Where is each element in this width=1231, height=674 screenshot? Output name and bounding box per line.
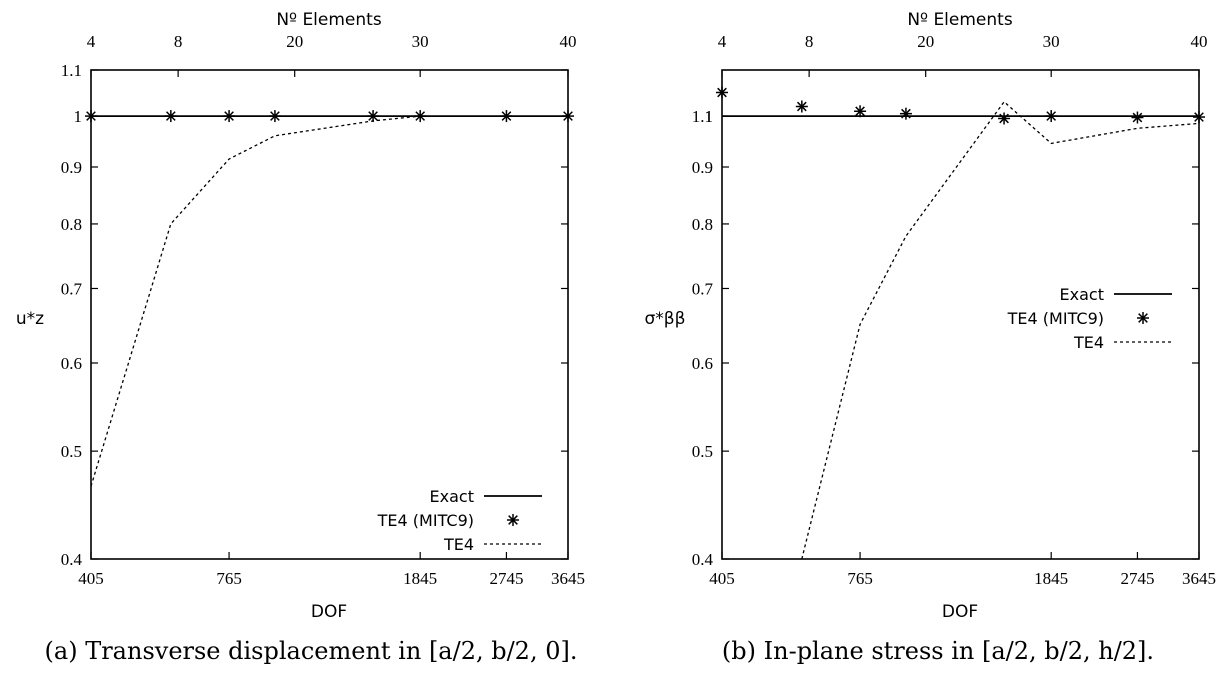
top-x-tick-label: 40	[1191, 32, 1208, 51]
y-tick-label: 0.7	[692, 279, 714, 298]
x-tick-label: 2745	[489, 569, 523, 588]
y-tick-label: 0.9	[61, 158, 82, 177]
y-tick-label: 0.8	[61, 215, 82, 234]
y-tick-label: 0.4	[692, 550, 714, 569]
legend: Exact TE4 (MITC9) TE4	[1007, 285, 1172, 352]
legend: Exact TE4 (MITC9) TE4	[377, 487, 542, 554]
top-x-tick-label: 8	[805, 32, 814, 51]
bottom-axis-title: DOF	[942, 602, 978, 622]
x-tick-label: 765	[847, 569, 873, 588]
data-point	[367, 110, 380, 123]
top-x-tick-label: 4	[87, 32, 96, 51]
data-point	[1193, 111, 1205, 124]
top-axis-title: Nº Elements	[276, 10, 382, 30]
y-axis-title: u*z	[16, 309, 44, 329]
data-point	[85, 110, 97, 123]
panel-b: Nº Elements DOF σ*ββ (b) In-plane stress…	[645, 10, 1216, 665]
data-point	[562, 110, 574, 123]
y-tick-label: 0.6	[692, 354, 713, 373]
x-tick-label: 405	[78, 569, 104, 588]
data-point	[716, 86, 728, 99]
legend-label: TE4 (MITC9)	[377, 511, 474, 530]
x-tick-label: 405	[709, 569, 735, 588]
legend-swatch	[507, 514, 519, 526]
data-point	[899, 107, 912, 120]
legend-label: Exact	[1060, 285, 1104, 304]
y-tick-label: 0.9	[692, 158, 713, 177]
plot-frame	[721, 69, 1200, 560]
data-point	[164, 110, 177, 123]
bottom-axis-title: DOF	[311, 602, 347, 622]
x-tick-label: 1845	[403, 569, 437, 588]
x-tick-label: 3645	[1182, 569, 1216, 588]
plot-area: 0.4 0.5 0.6 0.7 0.8 0.9 1 1.1 405 765 1845 2745 3645…	[61, 32, 585, 588]
plot-frame	[90, 69, 569, 560]
legend-swatch	[1137, 312, 1149, 324]
legend-label: TE4	[443, 535, 474, 554]
y-tick-label: 0.6	[61, 354, 82, 373]
x-tick-label: 3645	[551, 569, 585, 588]
y-tick-label: 1	[74, 107, 83, 126]
top-x-tick-label: 20	[286, 32, 303, 51]
top-x-tick-label: 20	[917, 32, 934, 51]
caption: (a) Transverse displacement in [a/2, b/2…	[45, 637, 578, 665]
legend-label: TE4 (MITC9)	[1007, 309, 1104, 328]
legend-label: TE4	[1073, 333, 1104, 352]
y-tick-label: 0.7	[61, 279, 83, 298]
data-point	[854, 105, 867, 118]
y-tick-label: 1.1	[692, 107, 713, 126]
caption: (b) In-plane stress in [a/2, b/2, h/2].	[722, 637, 1154, 665]
data-point	[998, 112, 1011, 125]
te4-line	[90, 115, 568, 487]
top-x-tick-label: 30	[1043, 32, 1060, 51]
top-x-tick-label: 40	[560, 32, 577, 51]
data-point	[795, 100, 808, 113]
top-x-tick-label: 8	[174, 32, 183, 51]
y-tick-label: 1	[705, 107, 714, 126]
te4-line	[801, 100, 1200, 560]
x-tick-label: 2745	[1120, 569, 1154, 588]
data-point	[268, 110, 281, 123]
x-tick-label: 1845	[1034, 569, 1068, 588]
top-x-tick-label: 4	[718, 32, 727, 51]
y-tick-label: 0.4	[61, 550, 83, 569]
data-point	[223, 110, 236, 123]
y-tick-label: 0.5	[692, 442, 713, 461]
y-tick-label: 1.1	[61, 61, 82, 80]
y-tick-label: 0.5	[61, 442, 82, 461]
data-point	[1045, 110, 1058, 123]
top-x-tick-label: 30	[412, 32, 429, 51]
y-axis-title: σ*ββ	[645, 309, 686, 329]
x-tick-label: 765	[216, 569, 242, 588]
plot-area: 0.4 0.5 0.6 0.7 0.8 0.9 11.1 405 765 1845 2745 3645…	[692, 32, 1216, 588]
top-axis-title: Nº Elements	[907, 10, 1013, 30]
panel-a: Nº Elements DOF u*z (a) Transverse displ…	[16, 10, 585, 665]
legend-label: Exact	[430, 487, 474, 506]
y-tick-label: 0.8	[692, 215, 713, 234]
data-point	[1131, 111, 1144, 124]
